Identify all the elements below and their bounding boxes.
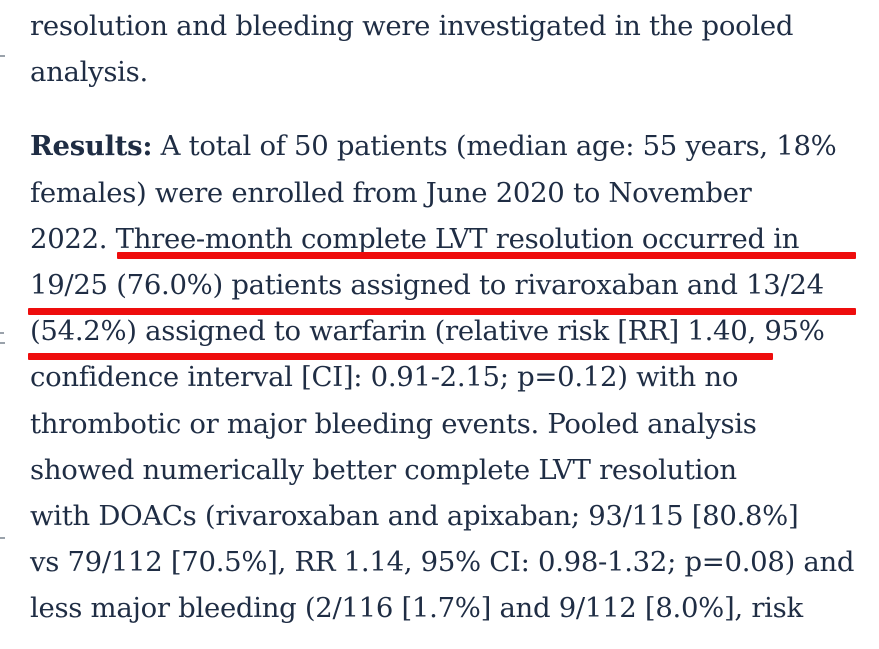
paragraph-methods-tail: resolution and bleeding were investigate…	[30, 3, 870, 95]
text-line: confidence interval [CI]: 0.91-2.15; p=0…	[30, 361, 739, 394]
edge-artifact	[0, 332, 4, 334]
text-line: 2022. Three-month complete LVT resolutio…	[30, 222, 800, 255]
edge-artifact	[0, 55, 5, 57]
edge-artifact	[0, 537, 5, 539]
edge-artifact	[0, 342, 5, 344]
paragraph-results: Results: A total of 50 patients (median …	[30, 123, 870, 631]
text-line: Results: A total of 50 patients (median …	[30, 123, 870, 169]
text-line: analysis.	[30, 56, 148, 89]
text-line: thrombotic or major bleeding events. Poo…	[30, 407, 757, 440]
red-underline-annotation	[28, 308, 856, 315]
text-line: less major bleeding (2/116 [1.7%] and 9/…	[30, 592, 803, 625]
text-line: resolution and bleeding were investigate…	[30, 10, 794, 42]
text-line: 19/25 (76.0%) patients assigned to rivar…	[30, 269, 824, 302]
text-line-rest: A total of 50 patients (median age: 55 y…	[152, 130, 837, 163]
results-label: Results:	[30, 130, 153, 163]
text-line: females) were enrolled from June 2020 to…	[30, 176, 752, 209]
text-line: with DOACs (rivaroxaban and apixaban; 93…	[30, 500, 799, 533]
red-underline-annotation	[28, 353, 773, 360]
text-line: showed numerically better complete LVT r…	[30, 453, 737, 486]
text-line: (54.2%) assigned to warfarin (relative r…	[30, 315, 825, 348]
text-line: vs 79/112 [70.5%], RR 1.14, 95% CI: 0.98…	[30, 546, 855, 579]
abstract-text-block: resolution and bleeding were investigate…	[30, 3, 870, 632]
red-underline-annotation	[117, 252, 856, 259]
